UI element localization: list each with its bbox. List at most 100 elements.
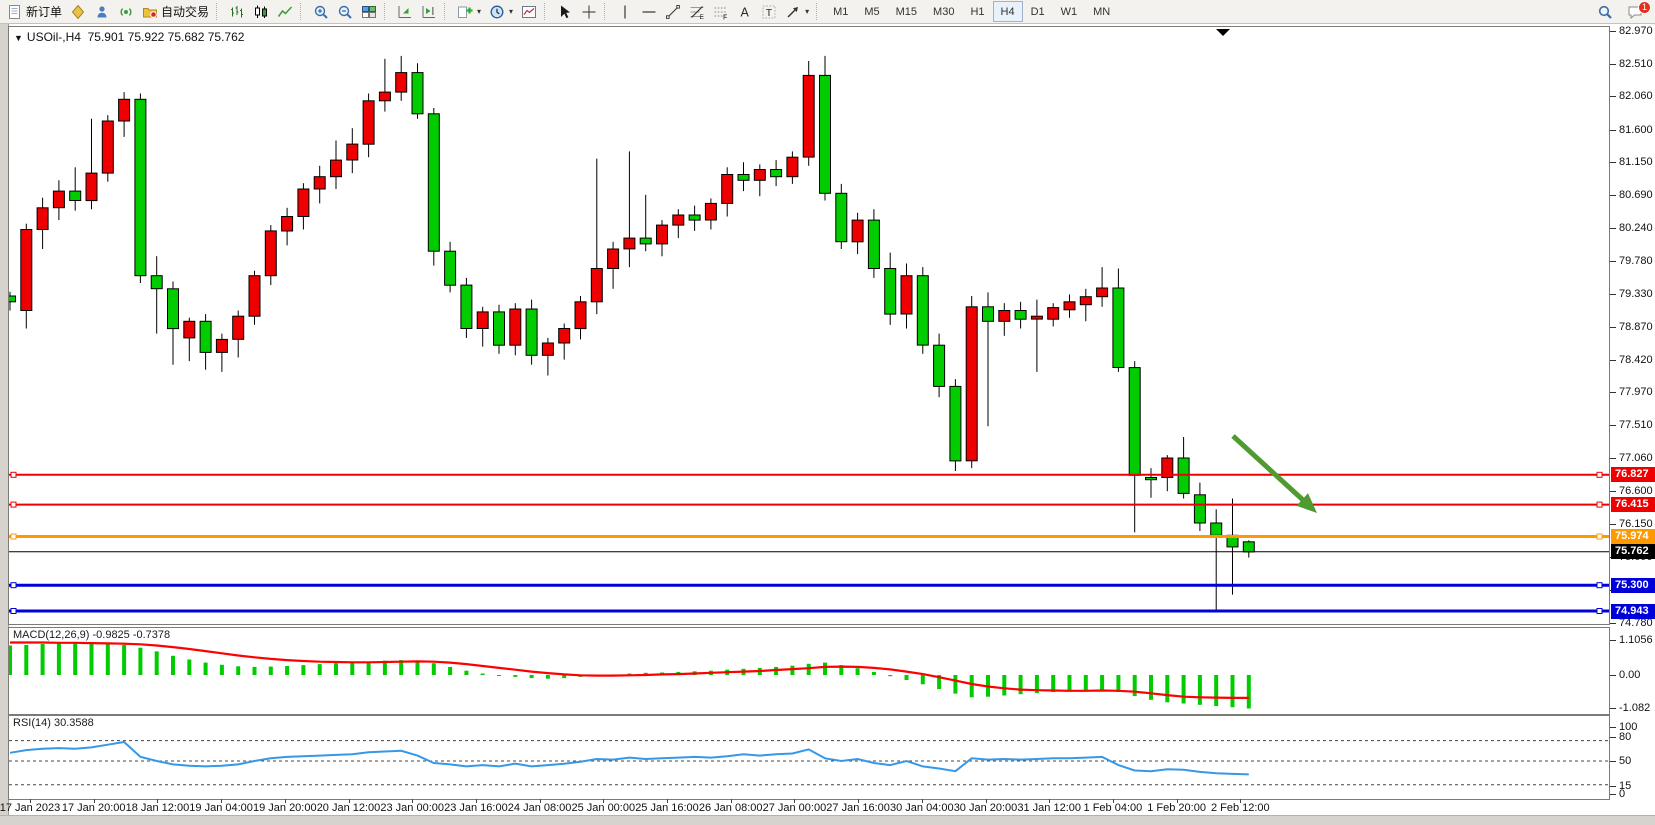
chart-line-button[interactable] bbox=[273, 1, 297, 22]
time-axis-label: 17 Jan 20:00 bbox=[61, 802, 126, 814]
svg-text:A: A bbox=[741, 5, 750, 19]
templates-button[interactable] bbox=[517, 1, 541, 22]
hline-icon bbox=[641, 4, 657, 20]
macd-tick-mark bbox=[1610, 675, 1616, 676]
time-axis-label: 24 Jan 08:00 bbox=[507, 802, 572, 814]
crosshair-button[interactable] bbox=[577, 1, 601, 22]
rsi-tick-label: 80 bbox=[1619, 731, 1632, 743]
auto-scroll-button[interactable] bbox=[393, 1, 417, 22]
arrows-button[interactable]: ▾ bbox=[781, 1, 813, 22]
profile-button[interactable] bbox=[66, 1, 90, 22]
tf-m1-button[interactable]: M1 bbox=[825, 1, 856, 22]
zoom-out-button[interactable] bbox=[333, 1, 357, 22]
price-chart-pane[interactable] bbox=[8, 26, 1610, 625]
time-tick-mark bbox=[1049, 799, 1051, 803]
price-tick-mark bbox=[1610, 63, 1616, 65]
autotrade-icon bbox=[142, 4, 158, 20]
tile-windows-button[interactable] bbox=[357, 1, 381, 22]
time-tick-mark bbox=[603, 799, 605, 803]
price-tick-label: 82.510 bbox=[1619, 57, 1653, 70]
tf-m5-button[interactable]: M5 bbox=[856, 1, 887, 22]
text-a-icon: A bbox=[737, 4, 753, 20]
horizontal-line-object[interactable] bbox=[9, 533, 1609, 540]
down-arrow-annotation[interactable] bbox=[1231, 434, 1317, 513]
horizontal-line-object[interactable] bbox=[9, 582, 1609, 589]
chart-candles-icon bbox=[253, 4, 269, 20]
macd-pane[interactable] bbox=[8, 627, 1610, 715]
tf-h4-button[interactable]: H4 bbox=[992, 1, 1023, 22]
tf-mn-button[interactable]: MN bbox=[1085, 1, 1118, 22]
channel-button[interactable]: F bbox=[709, 1, 733, 22]
chart-symbol-period: USOil-,H4 bbox=[26, 30, 81, 44]
chart-ohlc-values: 75.901 75.922 75.682 75.762 bbox=[87, 30, 245, 44]
chevron-down-icon[interactable]: ▾ bbox=[509, 7, 514, 16]
time-axis-label: 17 Jan 2023 bbox=[0, 802, 61, 814]
price-tick-label: 81.600 bbox=[1619, 123, 1653, 136]
price-tick-mark bbox=[1610, 261, 1616, 263]
search-button[interactable] bbox=[1593, 1, 1617, 22]
text-label-button[interactable]: T bbox=[757, 1, 781, 22]
time-axis-label: 27 Jan 16:00 bbox=[826, 802, 890, 814]
tf-w1-button[interactable]: W1 bbox=[1053, 1, 1086, 22]
price-tick-label: 79.330 bbox=[1619, 287, 1653, 300]
macd-tick-mark bbox=[1610, 708, 1616, 709]
price-tick-label: 79.780 bbox=[1619, 255, 1653, 268]
horizontal-line-object[interactable] bbox=[9, 471, 1609, 478]
tf-d1-button-label: D1 bbox=[1030, 5, 1045, 18]
zoom-in-icon bbox=[313, 4, 329, 20]
signal-icon bbox=[118, 4, 134, 20]
price-tick-mark bbox=[1610, 457, 1616, 459]
text-button[interactable]: A bbox=[733, 1, 757, 22]
notifications-button[interactable]: 1 bbox=[1623, 1, 1651, 22]
price-tick-mark bbox=[1610, 30, 1616, 32]
chart-shift-marker[interactable] bbox=[1216, 29, 1230, 36]
time-tick-mark bbox=[858, 799, 860, 803]
rsi-tick-label: 100 bbox=[1619, 721, 1638, 733]
chart-shift-icon bbox=[421, 4, 437, 20]
time-axis-label: 1 Feb 04:00 bbox=[1083, 802, 1143, 814]
signals-button[interactable] bbox=[114, 1, 138, 22]
collapse-icon[interactable]: ▼ bbox=[14, 33, 23, 43]
search-icon bbox=[1597, 4, 1613, 20]
window-status-strip bbox=[0, 815, 1655, 825]
fibonacci-button[interactable]: E bbox=[685, 1, 709, 22]
price-tick-label: 77.060 bbox=[1619, 451, 1653, 464]
market-watch-button[interactable] bbox=[90, 1, 114, 22]
macd-tick-label: -1.082 bbox=[1619, 702, 1651, 714]
chart-candles-button[interactable] bbox=[249, 1, 273, 22]
cursor-button[interactable] bbox=[553, 1, 577, 22]
chart-line-icon bbox=[277, 4, 293, 20]
add-indicator-button[interactable]: ▾ bbox=[453, 1, 485, 22]
horizontal-line-button[interactable] bbox=[637, 1, 661, 22]
vertical-line-button[interactable] bbox=[613, 1, 637, 22]
price-tick-mark bbox=[1610, 392, 1616, 394]
tf-m15-button[interactable]: M15 bbox=[888, 1, 925, 22]
zoom-in-button[interactable] bbox=[309, 1, 333, 22]
price-tag: 75.762 bbox=[1611, 544, 1655, 560]
vline-icon bbox=[617, 4, 633, 20]
chevron-down-icon[interactable]: ▾ bbox=[477, 7, 482, 16]
periods-button[interactable]: ▾ bbox=[485, 1, 517, 22]
chart-shift-button[interactable] bbox=[417, 1, 441, 22]
price-tick-mark bbox=[1610, 162, 1616, 164]
horizontal-line-object[interactable] bbox=[9, 608, 1609, 614]
price-tick-mark bbox=[1610, 491, 1616, 493]
trendline-button[interactable] bbox=[661, 1, 685, 22]
horizontal-line-object[interactable] bbox=[9, 501, 1609, 508]
tf-h1-button[interactable]: H1 bbox=[962, 1, 992, 22]
chevron-down-icon[interactable]: ▾ bbox=[805, 7, 810, 16]
chart-bars-button[interactable] bbox=[225, 1, 249, 22]
add-indicator-icon bbox=[457, 4, 473, 20]
price-tag: 75.300 bbox=[1611, 577, 1655, 593]
auto-trading-button[interactable]: 自动交易 bbox=[138, 1, 213, 22]
tf-m30-button[interactable]: M30 bbox=[925, 1, 962, 22]
time-axis-label: 27 Jan 00:00 bbox=[762, 802, 827, 814]
rsi-pane[interactable] bbox=[8, 715, 1610, 800]
price-tick-mark bbox=[1610, 622, 1616, 624]
time-axis-label: 23 Jan 16:00 bbox=[444, 802, 508, 814]
time-axis-label: 18 Jan 12:00 bbox=[125, 802, 190, 814]
tf-d1-button[interactable]: D1 bbox=[1023, 1, 1053, 22]
new-order-button[interactable]: 新订单 bbox=[3, 1, 66, 22]
macd-name: MACD(12,26,9) bbox=[13, 629, 90, 641]
crosshair-icon bbox=[581, 4, 597, 20]
